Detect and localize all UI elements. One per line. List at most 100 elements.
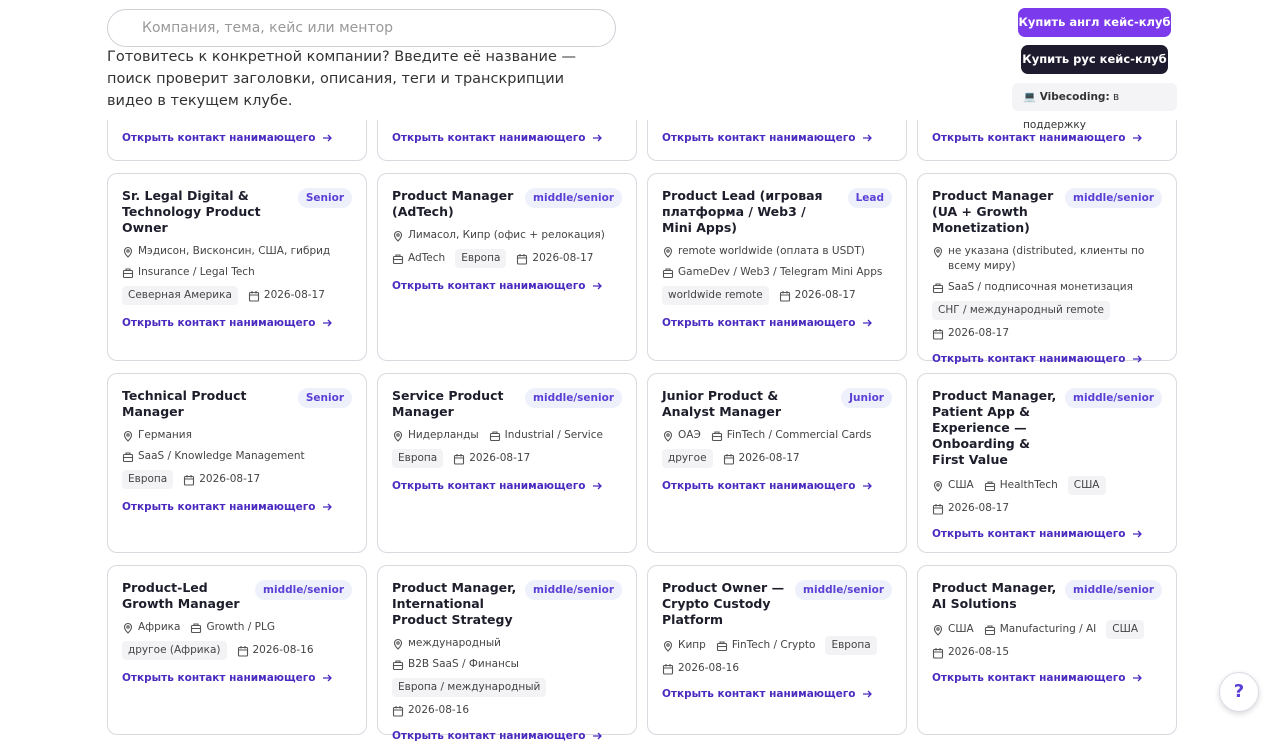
level-badge: Senior: [297, 188, 352, 208]
region-tag: Европа: [392, 449, 444, 468]
industry-icon: [716, 641, 727, 652]
job-card: Product Manager (AdTech) middle/senior Лим…: [377, 173, 637, 361]
contact-link[interactable]: Открыть контакт нанимающего: [932, 672, 1162, 684]
contact-link-text: Открыть контакт нанимающего: [122, 317, 316, 329]
industry-text: FinTech / Commercial Cards: [726, 429, 872, 441]
location-icon: [663, 430, 673, 442]
card-header: Sr. Legal Digital & Technology Product O…: [122, 188, 352, 236]
location-icon: [393, 430, 403, 442]
body: Открыть контакт нанимающего Открыть конта…: [107, 0, 1259, 742]
level-badge: middle/senior: [1065, 388, 1162, 408]
contact-link[interactable]: Открыть контакт нанимающего: [122, 132, 352, 144]
card-header: Product Manager (UA + Growth Monetizatio…: [932, 188, 1162, 236]
date: 2026-08-16: [237, 643, 314, 658]
job-card: Service Product Manager middle/senior Ниде…: [377, 373, 637, 553]
contact-link-text: Открыть контакт нанимающего: [122, 672, 316, 684]
vibecoding-status: 💻 Vibecoding: в поддержку: [1012, 83, 1177, 131]
contact-link[interactable]: Открыть контакт нанимающего: [662, 480, 892, 492]
contact-link[interactable]: Открыть контакт нанимающего: [662, 317, 892, 329]
job-card: Product Manager (UA + Growth Monetizatio…: [917, 173, 1177, 365]
industry-icon: [392, 660, 404, 671]
location: международный: [392, 636, 501, 651]
card-header: Product Owner — Crypto Custody Platform m…: [662, 580, 892, 628]
search-hint: Готовитесь к конкретной компании? Введит…: [107, 49, 576, 109]
card-meta: ОАЭ FinTech / Commercial Cards другое 2026-…: [662, 428, 892, 468]
industry: Industrial / Service: [489, 428, 603, 443]
job-title: Service Product Manager: [392, 388, 504, 419]
search-input[interactable]: Компания, тема, кейс или ментор: [107, 9, 616, 47]
job-title: Sr. Legal Digital & Technology Product O…: [122, 188, 261, 235]
contact-link-text: Открыть контакт нанимающего: [122, 501, 316, 513]
card-meta: Кипр FinTech / Crypto Европа 2026-08-16: [662, 636, 892, 676]
contact-link[interactable]: Открыть контакт нанимающего: [932, 528, 1162, 540]
date-text: 2026-08-17: [199, 473, 261, 485]
arrow-icon: [593, 482, 603, 490]
location-icon: [663, 640, 673, 652]
card-meta: США Manufacturing / AI США 2026-08-15: [932, 620, 1162, 660]
date-text: 2026-08-15: [948, 646, 1010, 658]
job-card: Product-Led Growth Manager middle/senior А…: [107, 565, 367, 735]
location: США: [932, 622, 974, 637]
job-card: Product Lead (игровая платформа / Web3 /…: [647, 173, 907, 361]
arrow-icon: [323, 134, 333, 142]
industry-icon: [191, 623, 202, 634]
industry-icon: [984, 481, 995, 492]
buy-en-button[interactable]: Купить англ кейс-клуб: [1018, 8, 1171, 37]
contact-link-text: Открыть контакт нанимающего: [392, 132, 586, 144]
contact-link[interactable]: Открыть контакт нанимающего: [392, 480, 622, 492]
industry-text: SaaS / подписочная монетизация: [948, 281, 1133, 293]
arrow-icon: [323, 319, 333, 327]
contact-link[interactable]: Открыть контакт нанимающего: [662, 132, 892, 144]
date-icon: [779, 291, 790, 302]
level-badge: middle/senior: [1065, 188, 1162, 208]
contact-link[interactable]: Открыть контакт нанимающего: [932, 132, 1162, 144]
level-badge: Lead: [847, 188, 892, 208]
arrow-icon: [863, 319, 873, 327]
contact-link-text: Открыть контакт нанимающего: [932, 528, 1126, 540]
date: 2026-08-17: [932, 326, 1009, 341]
buy-ru-button[interactable]: Купить рус кейс-клуб: [1021, 45, 1168, 74]
contact-link[interactable]: Открыть контакт нанимающего: [932, 353, 1162, 365]
region-tag: Европа / международный: [392, 678, 547, 697]
industry-icon: [489, 431, 500, 442]
level-badge: middle/senior: [525, 388, 622, 408]
arrow-icon: [1133, 674, 1143, 682]
contact-link[interactable]: Открыть контакт нанимающего: [122, 501, 352, 513]
card-meta: Лимасол, Кипр (офис + релокация) AdTech Ев…: [392, 228, 622, 268]
arrow-icon: [863, 134, 873, 142]
industry-text: AdTech: [408, 252, 446, 264]
date-text: 2026-08-17: [532, 252, 594, 264]
date-icon: [932, 329, 944, 340]
job-title: Product Lead (игровая платформа / Web3 /…: [662, 188, 823, 235]
region-tag: США: [1106, 620, 1145, 639]
region-tag: Европа: [825, 636, 877, 655]
contact-link[interactable]: Открыть контакт нанимающего: [122, 317, 352, 329]
contact-link[interactable]: Открыть контакт нанимающего: [392, 132, 622, 144]
job-title: Product Manager (AdTech): [392, 188, 514, 219]
date-icon: [237, 646, 248, 657]
arrow-icon: [323, 503, 333, 511]
industry-text: HealthTech: [999, 479, 1058, 491]
card-header: Product-Led Growth Manager middle/senior: [122, 580, 352, 612]
contact-link-text: Открыть контакт нанимающего: [932, 353, 1126, 365]
region-tag: другое: [662, 449, 713, 468]
contact-link[interactable]: Открыть контакт нанимающего: [392, 730, 622, 742]
industry-text: GameDev / Web3 / Telegram Mini Apps: [678, 266, 883, 278]
contact-link[interactable]: Открыть контакт нанимающего: [662, 688, 892, 700]
help-button[interactable]: ?: [1219, 672, 1259, 712]
industry: B2B SaaS / Финансы: [392, 657, 519, 672]
contact-link[interactable]: Открыть контакт нанимающего: [392, 280, 622, 292]
location-text: Африка: [138, 621, 181, 633]
region-tag: другое (Африка): [122, 641, 227, 660]
contact-link-text: Открыть контакт нанимающего: [392, 280, 586, 292]
location-text: международный: [408, 637, 501, 649]
card-header: Technical Product Manager Senior: [122, 388, 352, 420]
industry: Growth / PLG: [190, 620, 275, 635]
industry-text: B2B SaaS / Финансы: [408, 658, 519, 670]
arrow-icon: [593, 282, 603, 290]
level-badge: middle/senior: [525, 188, 622, 208]
industry-text: Growth / PLG: [206, 621, 275, 633]
location-icon: [123, 246, 133, 258]
contact-link[interactable]: Открыть контакт нанимающего: [122, 672, 352, 684]
date-icon: [517, 254, 528, 265]
